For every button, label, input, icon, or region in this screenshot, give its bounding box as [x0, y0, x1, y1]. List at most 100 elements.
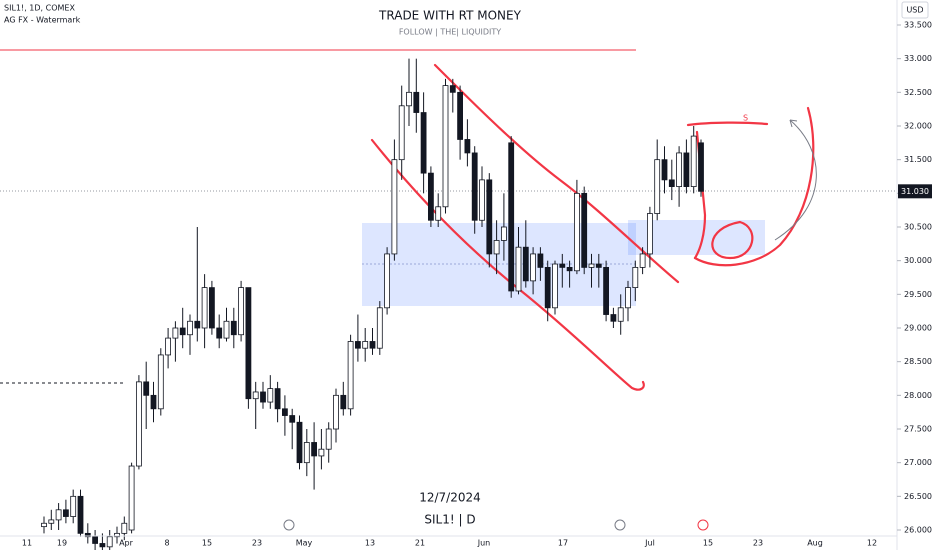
candle-body [471, 152, 478, 221]
candle-body [201, 287, 208, 329]
candle-body [449, 85, 456, 93]
candle-body [333, 394, 339, 430]
x-tick-label: 15 [703, 539, 713, 548]
arrow-drawing [774, 119, 817, 241]
candle-body [683, 152, 690, 188]
y-tick-label: 26.500 [904, 492, 932, 501]
x-tick-label: 12 [867, 539, 877, 548]
currency-box[interactable] [901, 1, 929, 19]
candle-body [515, 246, 522, 292]
watermark-symbol: SIL1! | D [424, 513, 475, 527]
candle-body [522, 246, 529, 282]
candle-body [559, 263, 566, 268]
candle-body [661, 159, 668, 181]
y-tick-label: 33.000 [904, 54, 932, 63]
candle-body [92, 536, 98, 544]
candle-body [464, 139, 471, 154]
candle-body [311, 442, 318, 457]
candle-body [574, 192, 580, 272]
candle-body [135, 381, 142, 467]
candle-body [179, 327, 186, 336]
candle-body [376, 307, 383, 349]
candle-body [325, 428, 332, 450]
candle-body [121, 522, 128, 534]
candle-body [157, 354, 164, 410]
y-tick-label: 26.000 [904, 526, 932, 535]
candle-body [172, 327, 179, 339]
y-tick-label: 29.000 [904, 324, 932, 333]
x-tick-label: 19 [57, 539, 67, 548]
candle-body [479, 179, 485, 221]
x-tick-label: May [296, 539, 313, 548]
candle-body [230, 320, 237, 336]
candle-body [187, 320, 193, 336]
candle-body [208, 287, 215, 329]
candle-body [537, 253, 544, 268]
y-tick-label: 28.500 [904, 357, 932, 366]
candle-body [238, 287, 245, 336]
x-tick-label: 23 [753, 539, 763, 548]
candle-body [530, 253, 536, 282]
candle-body [289, 415, 296, 423]
candle-body [610, 314, 617, 322]
y-tick-label: 29.500 [904, 290, 932, 299]
arrow-head [789, 119, 798, 128]
candle-body [442, 85, 449, 208]
y-tick-label: 32.000 [904, 122, 932, 131]
candle-body [420, 112, 427, 174]
candle-body [63, 509, 69, 517]
y-tick-label: 27.000 [904, 458, 932, 467]
x-tick-label: 17 [558, 539, 568, 548]
candle-body [55, 509, 62, 521]
candle-body [362, 341, 369, 349]
candle-body [581, 192, 588, 268]
candle-body [398, 105, 405, 161]
y-tick-label: 33.500 [904, 21, 932, 30]
y-tick-label: 27.500 [904, 425, 932, 434]
candle-body [544, 266, 551, 309]
y-tick-label: 32.500 [904, 88, 932, 97]
event-icon[interactable] [614, 519, 626, 531]
x-tick-label: 15 [202, 539, 212, 548]
candle-body [647, 213, 653, 255]
event-icon[interactable] [283, 519, 295, 531]
candle-body [223, 320, 230, 339]
event-icon[interactable] [697, 519, 709, 531]
symbol: SIL1!, 1D, COMEX [4, 4, 75, 13]
y-tick-label: 30.500 [904, 223, 932, 232]
candle-body [165, 337, 172, 356]
candle-body [690, 135, 697, 188]
candle-body [632, 266, 639, 288]
candle-body [493, 240, 500, 255]
candle-body [384, 253, 391, 309]
candle-body [99, 543, 106, 548]
candle-body [435, 206, 442, 221]
candle-body [625, 287, 631, 309]
y-tick-label: 30.000 [904, 256, 932, 265]
x-tick-label: 11 [22, 539, 32, 548]
candle-body [296, 421, 303, 464]
last-price-box [898, 184, 932, 199]
x-tick-label: 21 [415, 539, 425, 548]
candle-body [114, 532, 120, 538]
candle-body [698, 142, 704, 192]
candle-body [274, 388, 281, 410]
candle-body [340, 394, 347, 410]
x-tick-label: Apr [119, 539, 134, 548]
indicator: AG FX - Watermark [4, 16, 81, 25]
candle-body [84, 532, 91, 538]
candle-body [303, 442, 310, 464]
candle-body [391, 159, 398, 255]
candle-body [676, 152, 682, 188]
candle-body [245, 287, 252, 400]
candle-body [354, 341, 361, 349]
candle-body [41, 522, 47, 528]
candle-body [48, 519, 55, 524]
candle-body [552, 263, 558, 309]
y-tick-label: 28.000 [904, 391, 932, 400]
currency: USD [906, 6, 923, 15]
x-tick-label: 8 [164, 539, 169, 548]
candle-body [70, 495, 77, 517]
candle-body [252, 391, 259, 400]
candle-body [77, 495, 84, 534]
